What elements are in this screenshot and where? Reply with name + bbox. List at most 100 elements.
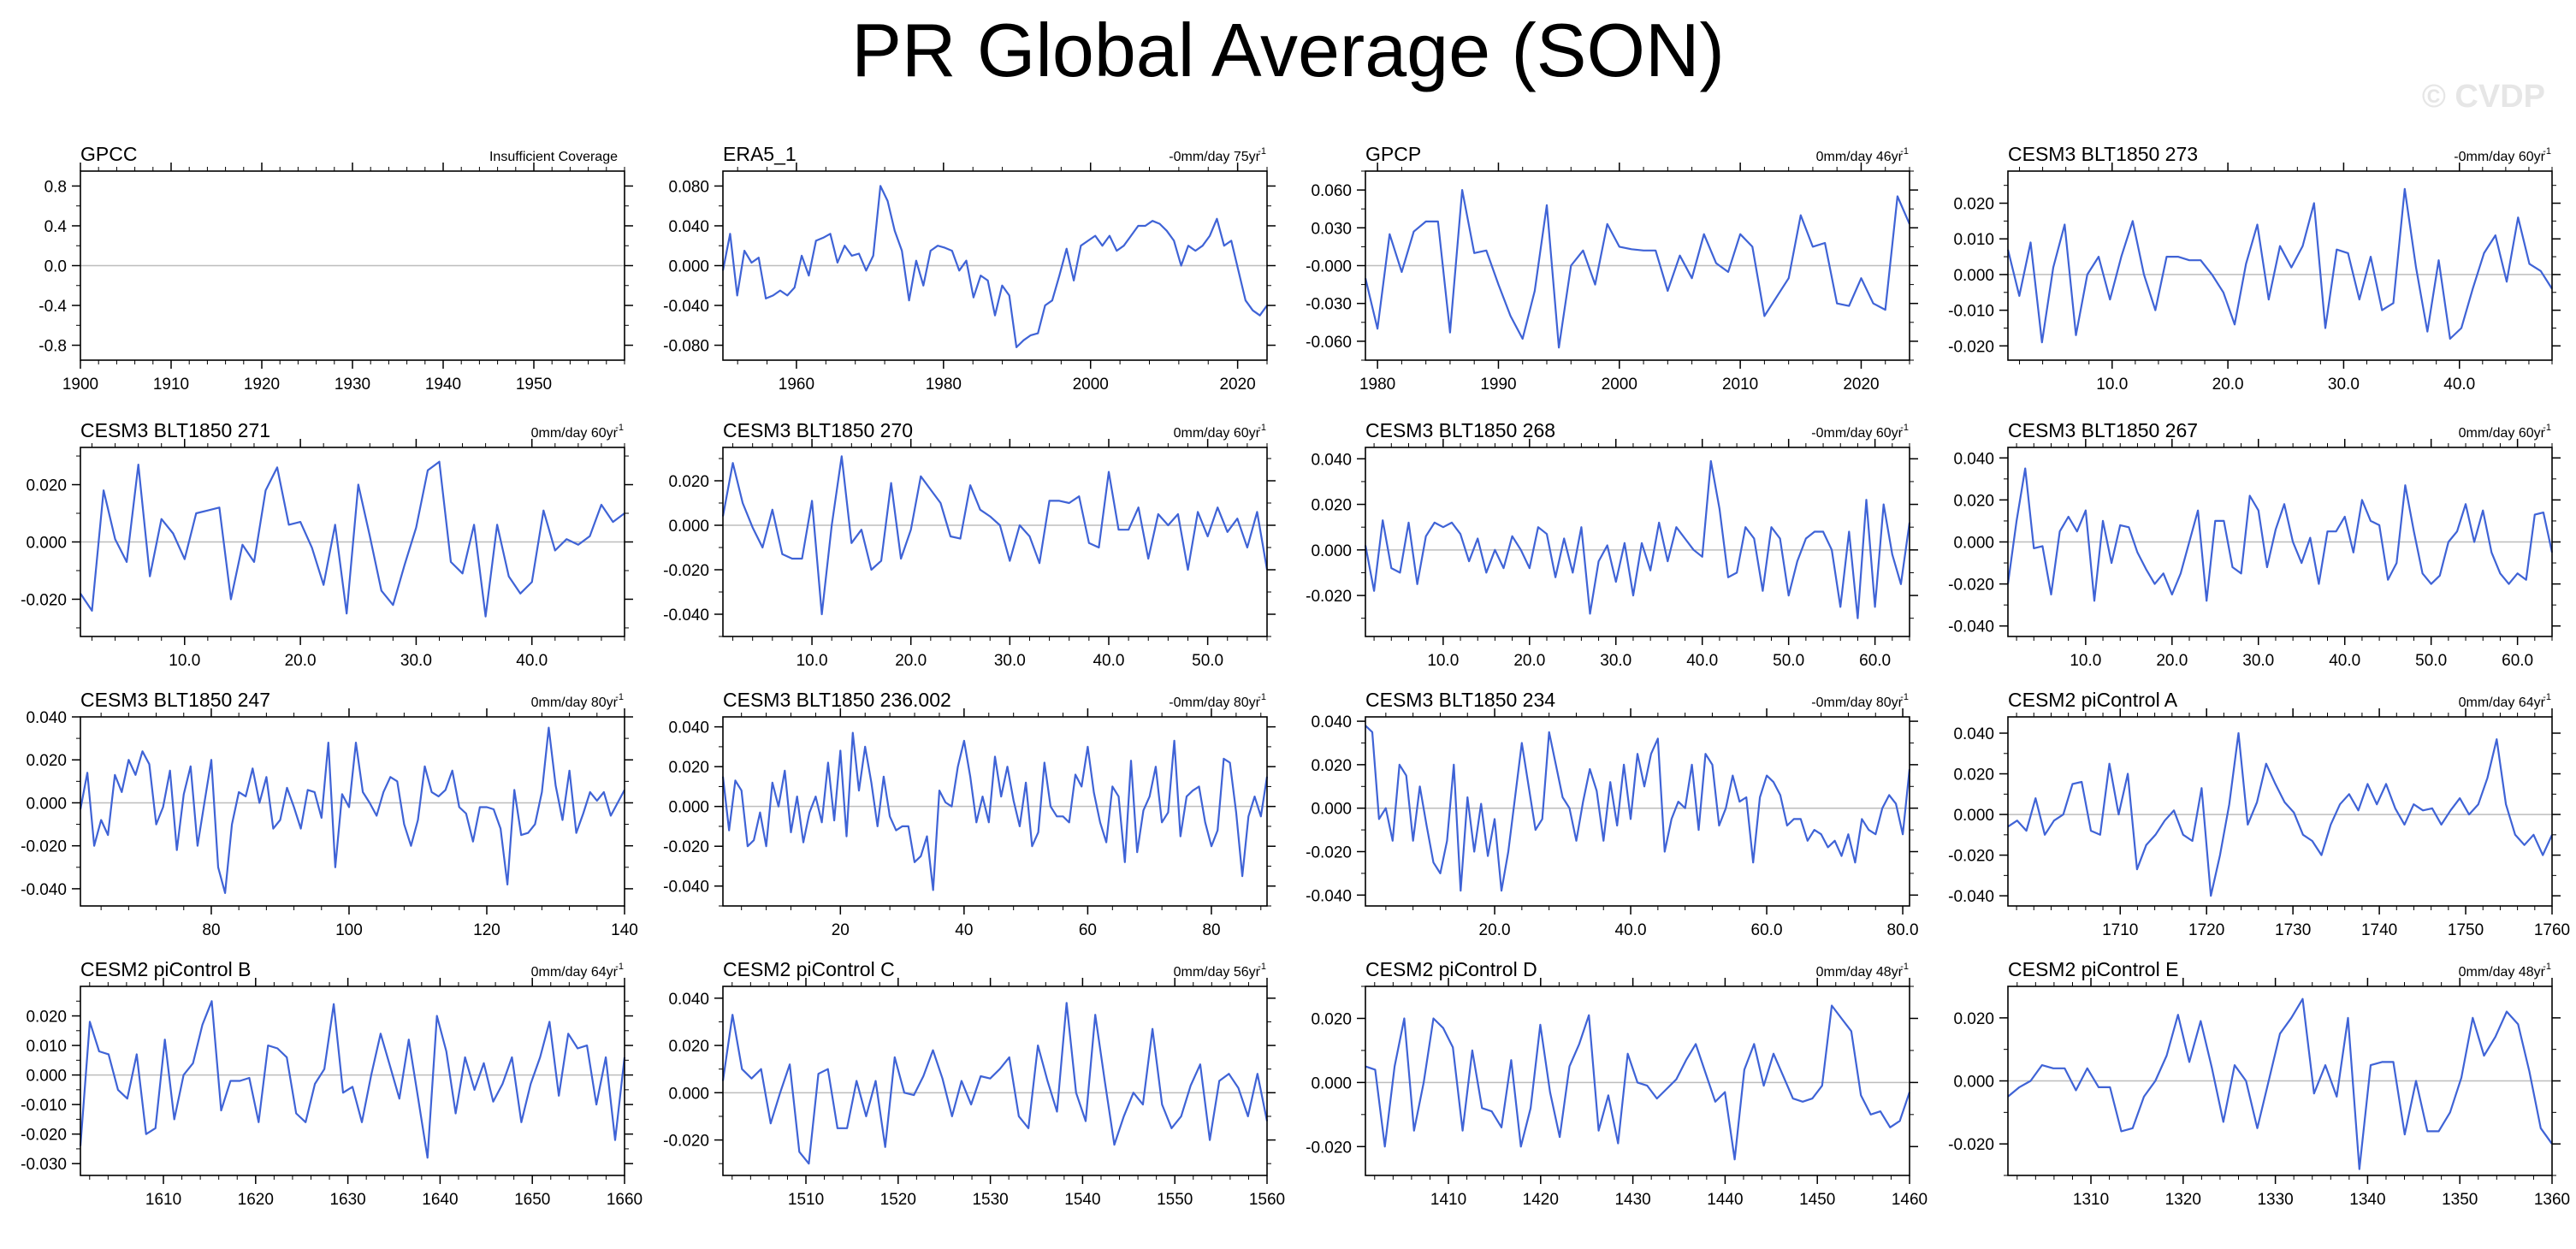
trend-superscript: -1 bbox=[615, 692, 624, 702]
trend-superscript: -1 bbox=[615, 962, 624, 972]
x-tick-label: 1620 bbox=[238, 1191, 274, 1209]
x-tick-label: 1520 bbox=[880, 1191, 916, 1209]
x-tick-label: 1450 bbox=[1799, 1191, 1835, 1209]
x-tick-label: 60.0 bbox=[1859, 652, 1891, 670]
x-tick-label: 1330 bbox=[2257, 1191, 2293, 1209]
x-tick-label: 1650 bbox=[514, 1191, 550, 1209]
x-tick-label: 1430 bbox=[1614, 1191, 1650, 1209]
trend-superscript: -1 bbox=[1258, 146, 1266, 157]
x-tick-label: 1460 bbox=[1892, 1191, 1928, 1209]
panel-4: CESM3 BLT1850 273 -0mm/day 60yr-1 0.020 0.0… bbox=[1948, 143, 2561, 394]
x-tick-label: 40.0 bbox=[1615, 921, 1647, 939]
y-tick-label: -0.010 bbox=[21, 1097, 67, 1115]
trend-superscript: -1 bbox=[2543, 692, 2551, 702]
y-tick-label: -0.030 bbox=[21, 1156, 67, 1174]
x-tick-label: 30.0 bbox=[1600, 652, 1631, 670]
x-tick-label: 1360 bbox=[2534, 1191, 2570, 1209]
x-tick-label: 60.0 bbox=[1751, 921, 1783, 939]
y-tick-label: -0.020 bbox=[663, 838, 709, 856]
panel-title: ERA5_1 bbox=[723, 143, 796, 165]
y-tick-label: -0.020 bbox=[663, 1133, 709, 1151]
y-tick-label: -0.020 bbox=[1948, 1136, 1994, 1154]
panel-title: CESM2 piControl C bbox=[723, 958, 895, 980]
x-tick-label: 2000 bbox=[1602, 376, 1637, 394]
y-tick-label: 0.000 bbox=[668, 258, 709, 276]
y-tick-label: 0.020 bbox=[1311, 1010, 1352, 1028]
plot-frame bbox=[1365, 716, 1910, 907]
y-tick-label: -0.020 bbox=[21, 838, 67, 856]
x-tick-label: 80.0 bbox=[1887, 921, 1919, 939]
panel-title: CESM3 BLT1850 270 bbox=[723, 419, 913, 441]
panel-title: GPCC bbox=[80, 143, 137, 165]
x-tick-label: 50.0 bbox=[1192, 652, 1223, 670]
y-tick-label: 0.030 bbox=[1311, 220, 1352, 238]
plot-frame bbox=[80, 986, 625, 1176]
x-tick-label: 30.0 bbox=[994, 652, 1026, 670]
x-tick-label: 1610 bbox=[145, 1191, 181, 1209]
y-tick-label: -0.020 bbox=[1948, 577, 1994, 595]
x-tick-label: 1730 bbox=[2275, 921, 2311, 939]
y-tick-label: -0.040 bbox=[663, 879, 709, 897]
x-tick-label: 1410 bbox=[1430, 1191, 1466, 1209]
x-tick-label: 1640 bbox=[422, 1191, 458, 1209]
main-title: PR Global Average (SON) bbox=[851, 8, 1725, 92]
x-tick-label: 30.0 bbox=[2242, 652, 2274, 670]
y-tick-label: 0.060 bbox=[1311, 182, 1352, 200]
panel-trend: 0mm/day 60yr bbox=[1174, 426, 1261, 441]
y-tick-label: -0.020 bbox=[21, 1127, 67, 1145]
x-tick-label: 20.0 bbox=[1479, 921, 1511, 939]
y-tick-label: 0.000 bbox=[668, 1085, 709, 1103]
x-tick-label: 1910 bbox=[153, 376, 189, 394]
y-tick-label: 0.020 bbox=[1311, 497, 1352, 515]
panel-trend: 0mm/day 64yr bbox=[2459, 696, 2546, 710]
x-tick-label: 1950 bbox=[516, 376, 552, 394]
panel-6: CESM3 BLT1850 270 0mm/day 60yr-1 0.020 0.00… bbox=[663, 419, 1276, 670]
y-tick-label: 0.000 bbox=[26, 535, 67, 553]
y-tick-label: 0.020 bbox=[668, 759, 709, 777]
panel-title: CESM3 BLT1850 247 bbox=[80, 689, 270, 711]
panel-8: CESM3 BLT1850 267 0mm/day 60yr-1 0.040 0.02… bbox=[1948, 419, 2561, 670]
panel-3: GPCP 0mm/day 46yr-1 0.060 0.030 -0.000 -0.030… bbox=[1306, 143, 1918, 394]
y-tick-label: 0.000 bbox=[668, 518, 709, 536]
x-tick-label: 2020 bbox=[1219, 376, 1255, 394]
panel-trend: 0mm/day 60yr bbox=[2459, 426, 2546, 441]
x-tick-label: 50.0 bbox=[2415, 652, 2447, 670]
panel-title: CESM2 piControl D bbox=[1365, 958, 1537, 980]
x-tick-label: 1940 bbox=[425, 376, 461, 394]
series-line bbox=[1364, 459, 1911, 619]
x-tick-label: 20.0 bbox=[2156, 652, 2188, 670]
x-tick-label: 1510 bbox=[788, 1191, 824, 1209]
x-tick-label: 1310 bbox=[2073, 1191, 2109, 1209]
x-tick-label: 60.0 bbox=[2502, 652, 2533, 670]
panel-5: CESM3 BLT1850 271 0mm/day 60yr-1 0.020 0.00… bbox=[21, 419, 633, 670]
series-line bbox=[2006, 467, 2554, 602]
x-tick-label: 20.0 bbox=[895, 652, 927, 670]
plot-frame bbox=[2007, 716, 2553, 907]
x-tick-label: 2010 bbox=[1722, 376, 1758, 394]
x-tick-label: 60 bbox=[1079, 921, 1097, 939]
x-tick-label: 1660 bbox=[607, 1191, 643, 1209]
y-tick-label: -0.020 bbox=[21, 591, 67, 609]
panel-14: CESM2 piControl C 0mm/day 56yr-1 0.040 0.02… bbox=[663, 958, 1285, 1209]
y-tick-label: 0.040 bbox=[668, 719, 709, 737]
y-tick-label: -0.020 bbox=[1306, 1139, 1352, 1157]
y-tick-label: -0.040 bbox=[21, 881, 67, 899]
y-tick-label: 0.020 bbox=[26, 752, 67, 770]
y-tick-label: 0.0 bbox=[44, 258, 67, 276]
series-line bbox=[2006, 187, 2553, 344]
x-tick-label: 1990 bbox=[1480, 376, 1516, 394]
y-tick-label: -0.020 bbox=[663, 562, 709, 580]
x-tick-label: 100 bbox=[335, 921, 363, 939]
panel-title: CESM3 BLT1850 234 bbox=[1365, 689, 1555, 711]
panel-1: GPCC Insufficient Coverage 0.8 0.4 0.0 -0.4 -0… bbox=[38, 143, 633, 394]
y-tick-label: -0.020 bbox=[1948, 338, 1994, 356]
y-tick-label: 0.4 bbox=[44, 218, 68, 236]
plot-frame bbox=[2007, 170, 2553, 361]
panel-title: CESM3 BLT1850 267 bbox=[2008, 419, 2198, 441]
x-tick-label: 10.0 bbox=[2096, 376, 2128, 394]
y-tick-label: 0.8 bbox=[44, 178, 67, 196]
y-tick-label: -0.020 bbox=[1306, 588, 1352, 606]
panel-7: CESM3 BLT1850 268 -0mm/day 60yr-1 0.040 0.0… bbox=[1306, 419, 1918, 670]
panel-trend: Insufficient Coverage bbox=[489, 150, 618, 164]
